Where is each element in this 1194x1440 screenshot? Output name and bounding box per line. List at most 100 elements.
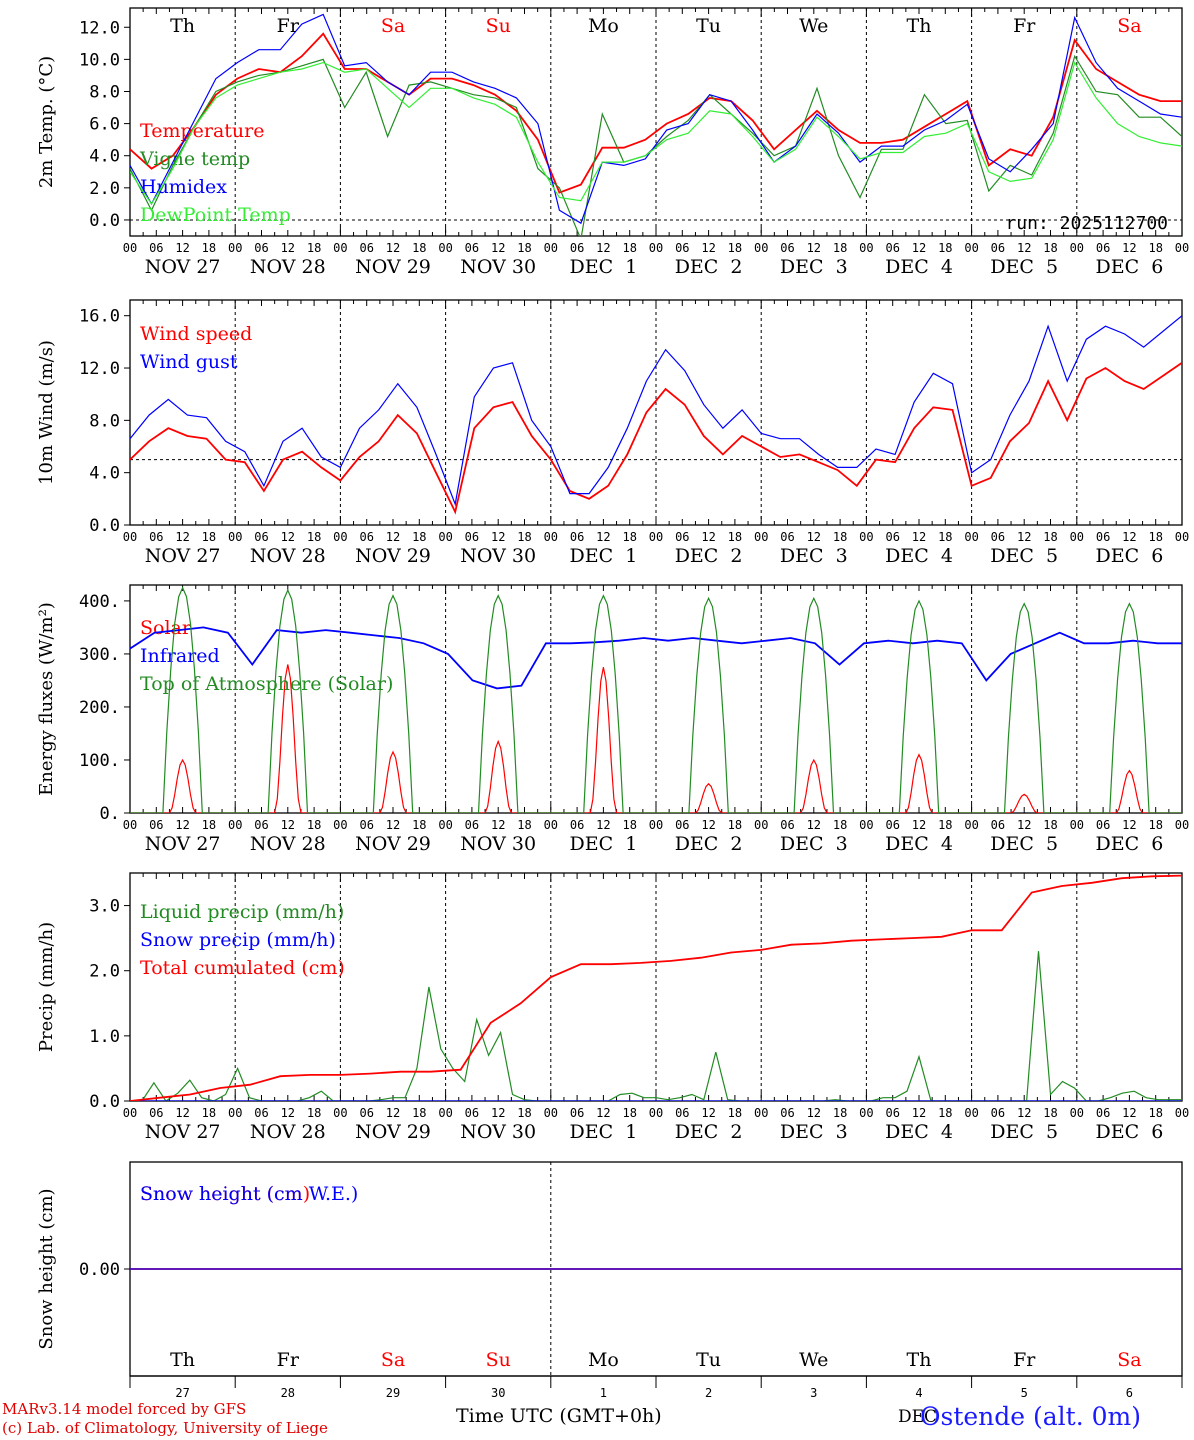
temp-hour-label: 12 <box>281 241 295 255</box>
temp-y-tick-label: 0.0 <box>89 211 120 231</box>
precip-hour-label: 12 <box>596 1106 610 1120</box>
flux-hour-label: 00 <box>228 818 242 832</box>
weekday-label-top: Tu <box>696 15 721 37</box>
precip-date-label: NOV 27 <box>145 1121 221 1143</box>
temp-date-label: NOV 28 <box>250 256 326 278</box>
wind-hour-label: 00 <box>123 530 137 544</box>
temp-hour-label: 12 <box>701 241 715 255</box>
precip-hour-label: 12 <box>281 1106 295 1120</box>
temp-hour-label: 18 <box>202 241 216 255</box>
weekday-label-top: Sa <box>1117 15 1141 37</box>
flux-hour-label: 12 <box>281 818 295 832</box>
temp-legend-entry: Humidex <box>140 176 227 198</box>
wind-date-label: DEC 4 <box>885 545 953 567</box>
precip-hour-label: 00 <box>1070 1106 1084 1120</box>
weekday-label-bottom: Th <box>170 1349 195 1371</box>
precip-hour-label: 18 <box>1043 1106 1057 1120</box>
flux-hour-label: 00 <box>964 818 978 832</box>
precip-legend-entry: Snow precip (mm/h) <box>140 929 336 951</box>
precip-hour-label: 12 <box>912 1106 926 1120</box>
wind-y-tick-label: 12.0 <box>79 359 120 379</box>
flux-date-label: DEC 4 <box>885 833 953 855</box>
precip-hour-label: 00 <box>964 1106 978 1120</box>
day-number-label: 29 <box>386 1386 400 1400</box>
temp-y-tick-label: 6.0 <box>89 115 120 135</box>
wind-hour-label: 12 <box>175 530 189 544</box>
day-number-label: 1 <box>600 1386 607 1400</box>
temp-hour-label: 18 <box>1148 241 1162 255</box>
flux-hour-label: 18 <box>517 818 531 832</box>
flux-hour-label: 00 <box>333 818 347 832</box>
wind-hour-label: 12 <box>1122 530 1136 544</box>
flux-hour-label: 12 <box>596 818 610 832</box>
x-axis-title: Time UTC (GMT+0h) <box>456 1405 662 1427</box>
temp-date-label: DEC 4 <box>885 256 953 278</box>
wind-hour-label: 18 <box>517 530 531 544</box>
flux-hour-label: 12 <box>491 818 505 832</box>
temp-hour-label: 12 <box>386 241 400 255</box>
wind-date-label: NOV 27 <box>145 545 221 567</box>
temp-hour-label: 18 <box>622 241 636 255</box>
flux-hour-label: 00 <box>1175 818 1189 832</box>
precip-hour-label: 18 <box>938 1106 952 1120</box>
wind-hour-label: 18 <box>938 530 952 544</box>
flux-legend-entry: Top of Atmosphere (Solar) <box>140 673 393 695</box>
precip-date-label: DEC 5 <box>990 1121 1058 1143</box>
wind-hour-label: 18 <box>833 530 847 544</box>
wind-frame <box>129 299 1183 526</box>
wind-date-label: DEC 2 <box>675 545 743 567</box>
wind-hour-label: 18 <box>412 530 426 544</box>
temp-legend-entry: Vigne temp <box>139 148 250 170</box>
flux-series-line <box>130 664 1182 813</box>
temp-hour-label: 12 <box>807 241 821 255</box>
temp-hour-label: 06 <box>885 241 899 255</box>
wind-hour-label: 18 <box>1043 530 1057 544</box>
day-number-label: 30 <box>491 1386 505 1400</box>
flux-hour-label: 18 <box>412 818 426 832</box>
temp-hour-label: 12 <box>912 241 926 255</box>
precip-hour-label: 12 <box>491 1106 505 1120</box>
temp-hour-label: 06 <box>780 241 794 255</box>
flux-date-label: NOV 28 <box>250 833 326 855</box>
temp-y-tick-label: 4.0 <box>89 147 120 167</box>
flux-hour-label: 12 <box>386 818 400 832</box>
precip-hour-label: 12 <box>1122 1106 1136 1120</box>
precip-hour-label: 12 <box>1017 1106 1031 1120</box>
flux-hour-label: 18 <box>622 818 636 832</box>
precip-date-label: DEC 6 <box>1095 1121 1163 1143</box>
flux-hour-label: 06 <box>885 818 899 832</box>
temp-date-label: DEC 2 <box>675 256 743 278</box>
wind-series-line <box>130 362 1182 515</box>
wind-hour-label: 06 <box>149 530 163 544</box>
weekday-label-bottom: Sa <box>1117 1349 1141 1371</box>
precip-hour-label: 06 <box>1096 1106 1110 1120</box>
temp-date-label: NOV 29 <box>355 256 431 278</box>
precip-hour-label: 06 <box>254 1106 268 1120</box>
precip-hour-label: 06 <box>149 1106 163 1120</box>
flux-y-tick-label: 0. <box>100 804 120 824</box>
weekday-label-top: Fr <box>1013 15 1036 37</box>
temp-y-axis-title: 2m Temp. (°C) <box>36 56 57 188</box>
precip-series-line <box>130 874 1182 1101</box>
day-number-label: 28 <box>281 1386 295 1400</box>
wind-hour-label: 06 <box>991 530 1005 544</box>
wind-hour-label: 00 <box>754 530 768 544</box>
wind-hour-label: 06 <box>675 530 689 544</box>
precip-y-tick-label: 1.0 <box>89 1027 120 1047</box>
precip-hour-label: 12 <box>175 1106 189 1120</box>
temp-hour-label: 06 <box>1096 241 1110 255</box>
month-label: DEC <box>898 1407 938 1427</box>
precip-hour-label: 18 <box>202 1106 216 1120</box>
weekday-label-top: Sa <box>381 15 405 37</box>
temp-hour-label: 18 <box>307 241 321 255</box>
precip-hour-label: 00 <box>754 1106 768 1120</box>
temp-date-label: NOV 27 <box>145 256 221 278</box>
wind-hour-label: 12 <box>807 530 821 544</box>
wind-legend-entry: Wind speed <box>140 323 252 345</box>
day-number-label: 2 <box>705 1386 712 1400</box>
temp-hour-label: 00 <box>544 241 558 255</box>
flux-hour-label: 00 <box>544 818 558 832</box>
precip-date-label: NOV 29 <box>355 1121 431 1143</box>
temp-series-line <box>130 13 1182 225</box>
